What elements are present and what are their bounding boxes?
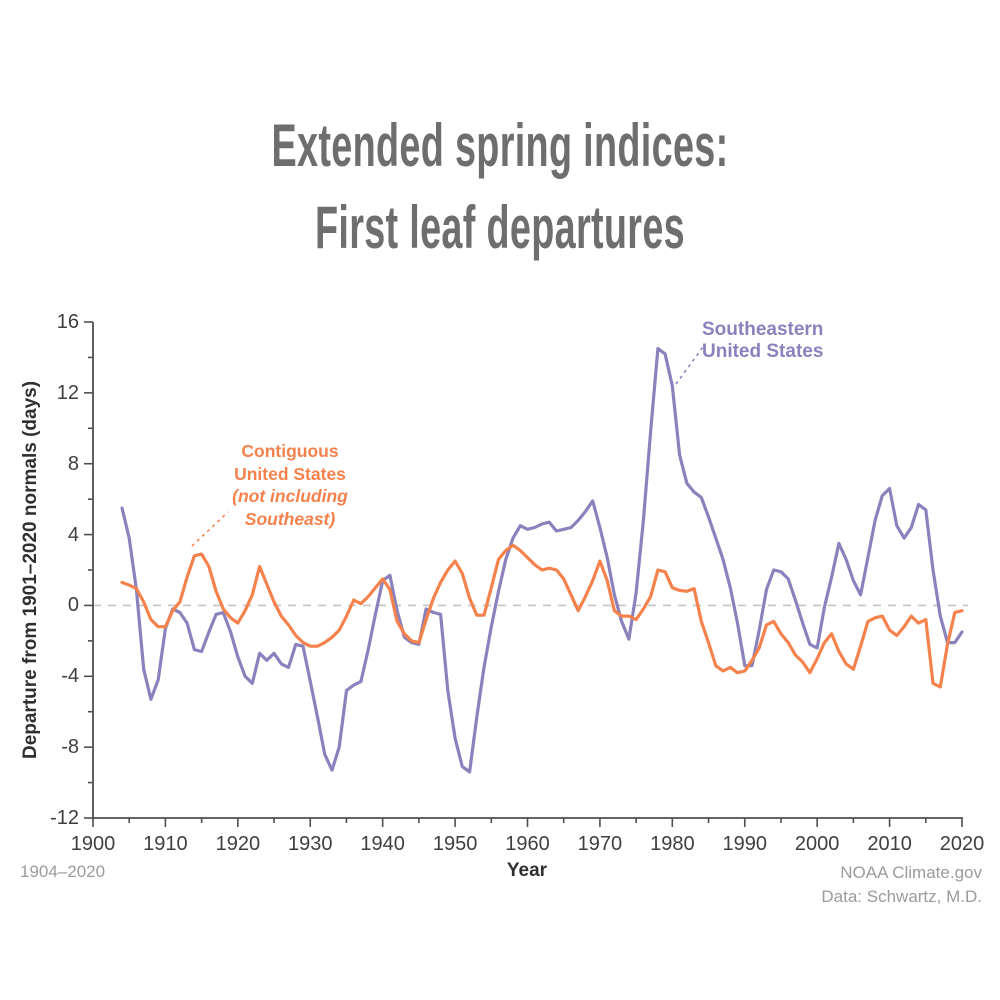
legend-contiguous-line4: Southeast) — [244, 508, 336, 529]
x-tick-label: 1980 — [650, 833, 695, 855]
axis-ticks — [84, 321, 963, 827]
y-tick-label: 8 — [67, 452, 79, 475]
chart-title-line2: First leaf departures — [314, 194, 686, 261]
legend-contiguous-line2: United States — [234, 463, 346, 484]
annotation-leader-lines — [191, 346, 704, 547]
y-tick-label: -8 — [61, 736, 79, 759]
x-tick-label: 1930 — [288, 833, 333, 855]
y-tick-label: 16 — [56, 311, 79, 333]
y-tick-label: 12 — [56, 381, 79, 404]
x-tick-label: 1990 — [722, 833, 768, 855]
y-tick-label: 4 — [67, 523, 79, 546]
legend-southeastern-us: Southeastern United States — [702, 319, 823, 363]
x-tick-label: 2020 — [939, 833, 985, 855]
x-axis-title: Year — [506, 860, 548, 881]
y-tick-label: -4 — [61, 665, 79, 688]
x-tick-label: 2000 — [794, 833, 840, 855]
legend-southeastern-line2: United States — [702, 341, 824, 362]
x-tick-label: 2010 — [867, 833, 912, 855]
data-series-lines — [120, 347, 964, 774]
legend-contiguous-line1: Contiguous — [241, 441, 339, 461]
x-tick-label: 1970 — [577, 833, 623, 855]
legend-contiguous-us: Contiguous United States (not including … — [200, 440, 380, 530]
source-credit-line2: Data: Schwartz, M.D. — [821, 887, 982, 906]
x-tick-label: 1910 — [143, 833, 188, 855]
x-tick-label: 1960 — [505, 833, 550, 855]
chart-title-line1: Extended spring indices: — [271, 112, 729, 179]
contiguous-leader-line — [191, 511, 229, 547]
series-line-southeastern-us — [120, 347, 964, 774]
y-tick-label: -12 — [50, 806, 79, 829]
source-credit: NOAA Climate.gov Data: Schwartz, M.D. — [821, 861, 982, 909]
x-tick-label: 1950 — [432, 833, 478, 855]
date-range-note: 1904–2020 — [20, 862, 106, 881]
legend-contiguous-line3: (not including — [232, 486, 348, 506]
axes — [92, 322, 963, 819]
series-line-contiguous-us — [120, 543, 964, 689]
chart-title: Extended spring indices: First leaf depa… — [185, 105, 815, 269]
x-tick-label: 1920 — [215, 833, 261, 855]
southeast-leader-line — [675, 346, 704, 385]
source-credit-line1: NOAA Climate.gov — [840, 863, 982, 882]
y-axis-title: Departure from 1901–2020 normals (days) — [20, 380, 41, 760]
x-tick-label: 1940 — [360, 833, 405, 855]
legend-southeastern-line1: Southeastern — [702, 319, 824, 340]
y-tick-label: 0 — [67, 594, 79, 617]
x-tick-label: 1900 — [70, 833, 116, 855]
